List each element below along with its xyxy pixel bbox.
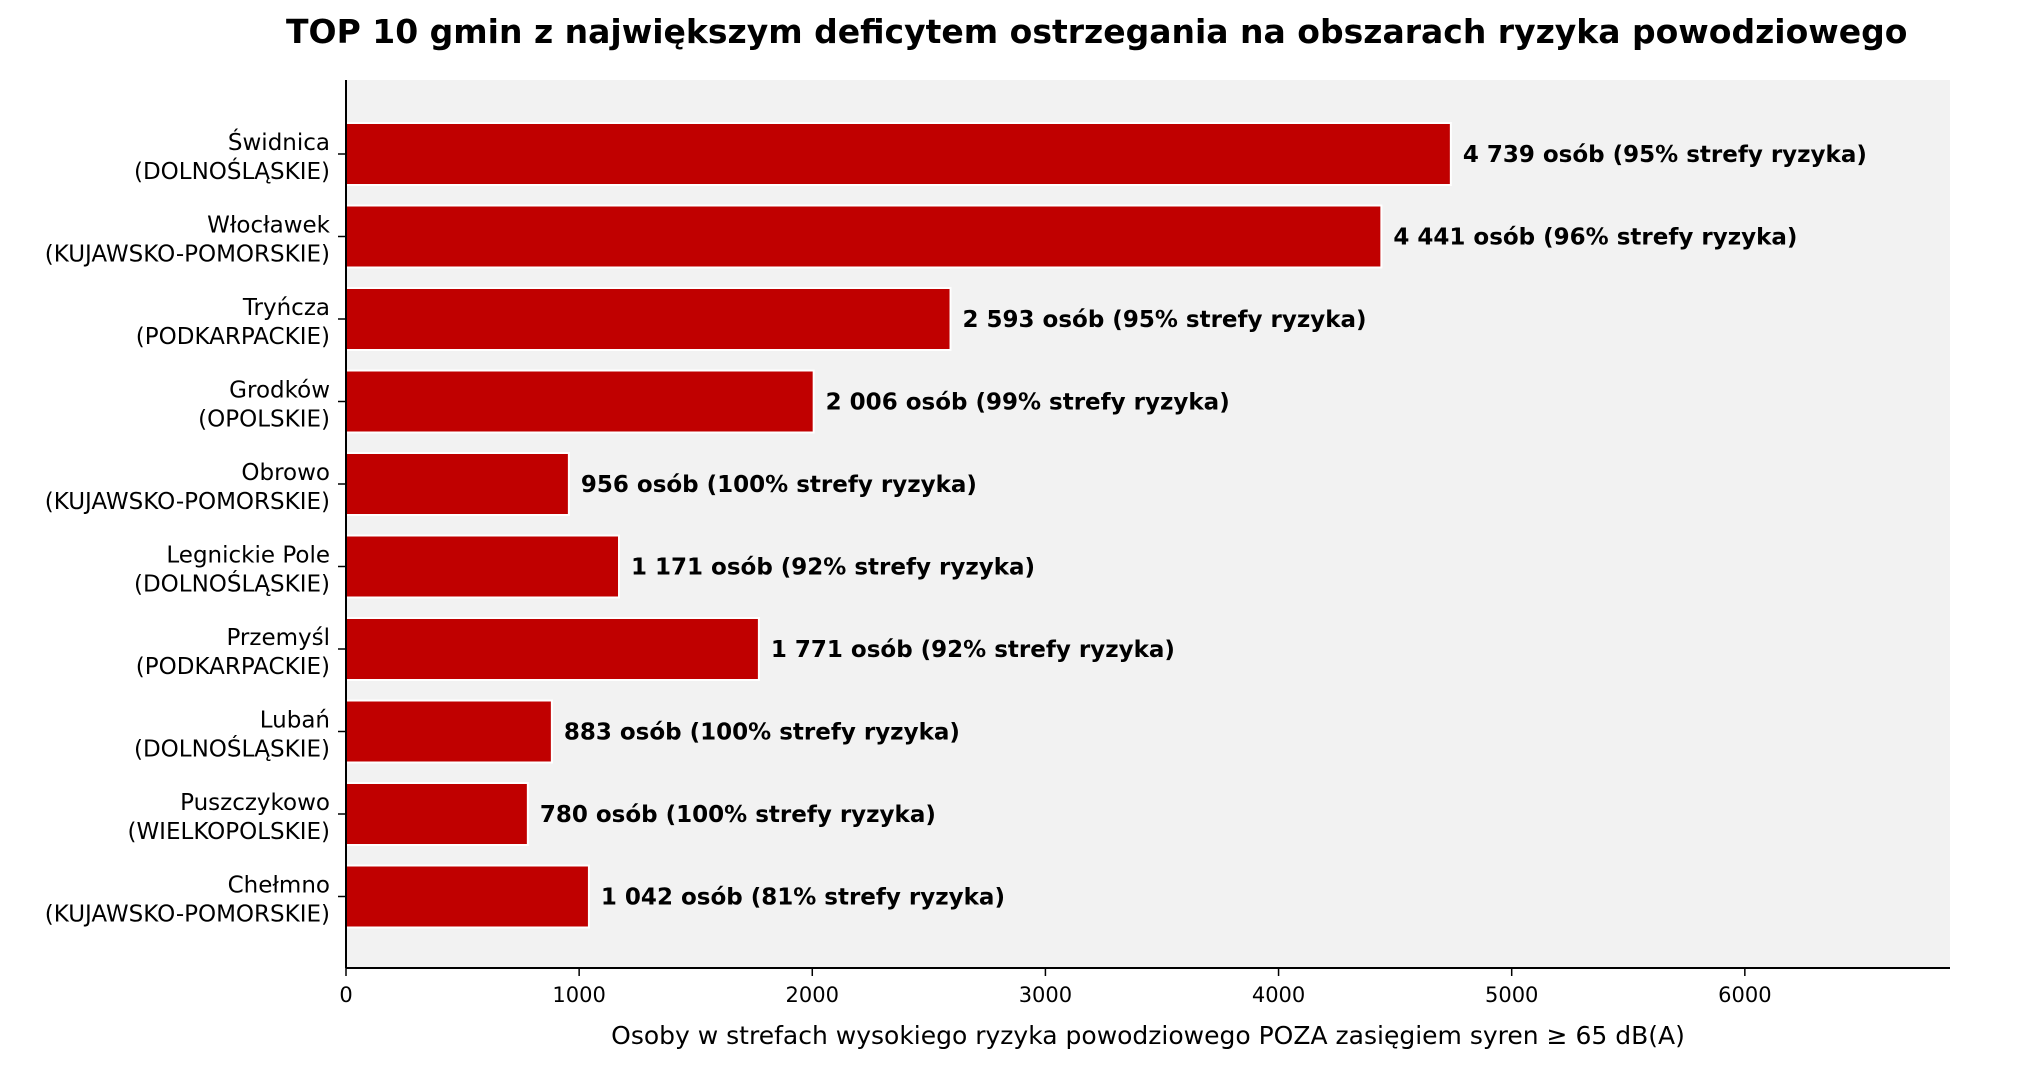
category-region-label: (WIELKOPOLSKIE): [127, 819, 330, 845]
category-region-label: (KUJAWSKO-POMORSKIE): [45, 489, 330, 515]
data-label: 2 006 osób (99% strefy ryzyka): [826, 390, 1230, 416]
category-region-label: (KUJAWSKO-POMORSKIE): [45, 902, 330, 928]
category-label: Przemyśl: [226, 625, 330, 651]
bar: [345, 204, 1383, 269]
category-region-label: (OPOLSKIE): [198, 407, 330, 433]
bar: [345, 699, 553, 764]
data-label: 1 771 osób (92% strefy ryzyka): [771, 637, 1175, 663]
bar: [345, 452, 570, 516]
bar: [345, 617, 760, 681]
category-label: Świdnica: [228, 128, 330, 156]
chart-title: TOP 10 gmin z największym deficytem ostr…: [286, 12, 1908, 51]
x-tick-label: 5000: [1485, 983, 1538, 1007]
data-labels-group: 4 739 osób (95% strefy ryzyka) 4 441 osób…: [540, 142, 1867, 911]
x-tick-label: 6000: [1718, 983, 1771, 1007]
category-region-label: (DOLNOŚLĄSKIE): [134, 735, 330, 763]
x-tick-label: 2000: [786, 983, 839, 1007]
data-label: 1 171 osób (92% strefy ryzyka): [631, 555, 1035, 581]
x-tick-label: 4000: [1252, 983, 1305, 1007]
data-label: 780 osób (100% strefy ryzyka): [540, 802, 936, 828]
category-region-label: (DOLNOŚLĄSKIE): [134, 157, 330, 185]
category-label: Chełmno: [228, 873, 330, 899]
category-label: Lubań: [260, 708, 330, 734]
category-label: Włocławek: [207, 213, 331, 239]
x-axis-ticks: 0 1000 2000 3000 4000 5000 6000: [339, 968, 1772, 1007]
data-label: 883 osób (100% strefy ryzyka): [564, 720, 960, 746]
category-label: Puszczykowo: [180, 790, 330, 816]
category-region-label: (PODKARPACKIE): [136, 324, 330, 350]
bar: [345, 864, 590, 929]
category-label: Tryńcza: [242, 295, 330, 321]
bar: [345, 369, 815, 434]
category-label: Grodków: [229, 378, 330, 404]
data-label: 4 441 osób (96% strefy ryzyka): [1393, 225, 1797, 251]
x-axis-title: Osoby w strefach wysokiego ryzyka powodz…: [611, 1021, 1685, 1050]
category-label: Legnickie Pole: [166, 543, 330, 569]
bar: [345, 122, 1452, 186]
bar: [345, 287, 952, 351]
x-tick-label: 0: [339, 983, 352, 1007]
data-label: 956 osób (100% strefy ryzyka): [581, 472, 977, 498]
category-region-label: (DOLNOŚLĄSKIE): [134, 570, 330, 598]
bars-group: [345, 122, 1452, 929]
category-region-label: (KUJAWSKO-POMORSKIE): [45, 242, 330, 268]
bar: [345, 534, 621, 599]
x-tick-label: 1000: [552, 983, 605, 1007]
y-axis-ticks: Świdnica(DOLNOŚLĄSKIE)Włocławek(KUJAWSKO…: [45, 128, 346, 928]
data-label: 1 042 osób (81% strefy ryzyka): [601, 885, 1005, 911]
x-tick-label: 3000: [1019, 983, 1072, 1007]
data-label: 4 739 osób (95% strefy ryzyka): [1463, 142, 1867, 168]
category-region-label: (PODKARPACKIE): [136, 654, 330, 680]
category-label: Obrowo: [241, 460, 330, 486]
data-label: 2 593 osób (95% strefy ryzyka): [963, 307, 1367, 333]
bar: [345, 782, 529, 846]
